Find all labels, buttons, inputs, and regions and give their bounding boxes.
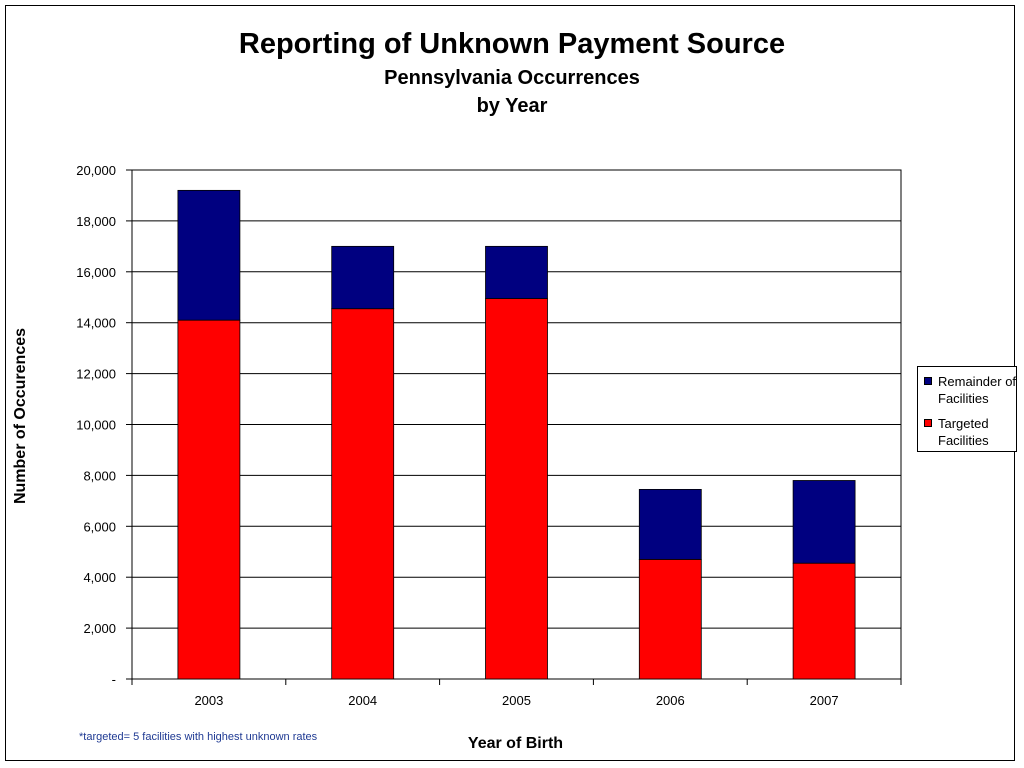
bar-targeted-2007	[792, 562, 856, 680]
bar-remainder-2003	[177, 189, 241, 321]
chart-title: Reporting of Unknown Payment Source	[238, 28, 786, 60]
bar-targeted-2003	[177, 319, 241, 680]
x-tick-label: 2005	[502, 693, 531, 708]
bar-remainder-2004	[331, 245, 395, 310]
y-tick-label: 10,000	[76, 418, 116, 433]
bar-targeted-2006	[638, 558, 702, 680]
y-tick-label: 16,000	[76, 265, 116, 280]
chart-subtitle-line-2: by Year	[476, 95, 548, 117]
y-axis-label: Number of Occurences	[12, 327, 29, 505]
y-tick-label: 18,000	[76, 214, 116, 229]
legend: Remainder of Facilities Targeted Facilit…	[917, 366, 1017, 452]
bar-remainder-2007	[792, 480, 856, 564]
y-tick-label: 2,000	[83, 621, 116, 636]
bar-targeted-2005	[485, 298, 548, 680]
x-tick-label: 2004	[348, 693, 377, 708]
y-tick-label: 6,000	[83, 519, 116, 534]
x-tick-label: 2007	[810, 693, 839, 708]
bar-targeted-2004	[331, 308, 395, 680]
y-tick-label: 4,000	[83, 570, 116, 585]
x-tick-label: 2006	[656, 693, 685, 708]
x-axis-label: Year of Birth	[467, 735, 564, 752]
legend-label-remainder: Remainder of Facilities	[938, 374, 1017, 406]
footnote: *targeted= 5 facilities with highest unk…	[79, 731, 318, 743]
legend-swatch-targeted	[924, 419, 932, 427]
y-tick-label: 8,000	[83, 468, 116, 483]
y-tick-label: 20,000	[76, 163, 116, 178]
bar-remainder-2006	[638, 488, 702, 560]
y-tick-label: 14,000	[76, 316, 116, 331]
legend-label-targeted: Targeted Facilities	[938, 416, 989, 448]
y-tick-label: 12,000	[76, 367, 116, 382]
x-tick-label: 2003	[194, 693, 223, 708]
legend-swatch-remainder	[924, 377, 932, 385]
bar-remainder-2005	[485, 245, 548, 299]
y-tick-label: -	[112, 672, 116, 687]
chart-subtitle-line-1: Pennsylvania Occurrences	[384, 67, 640, 89]
